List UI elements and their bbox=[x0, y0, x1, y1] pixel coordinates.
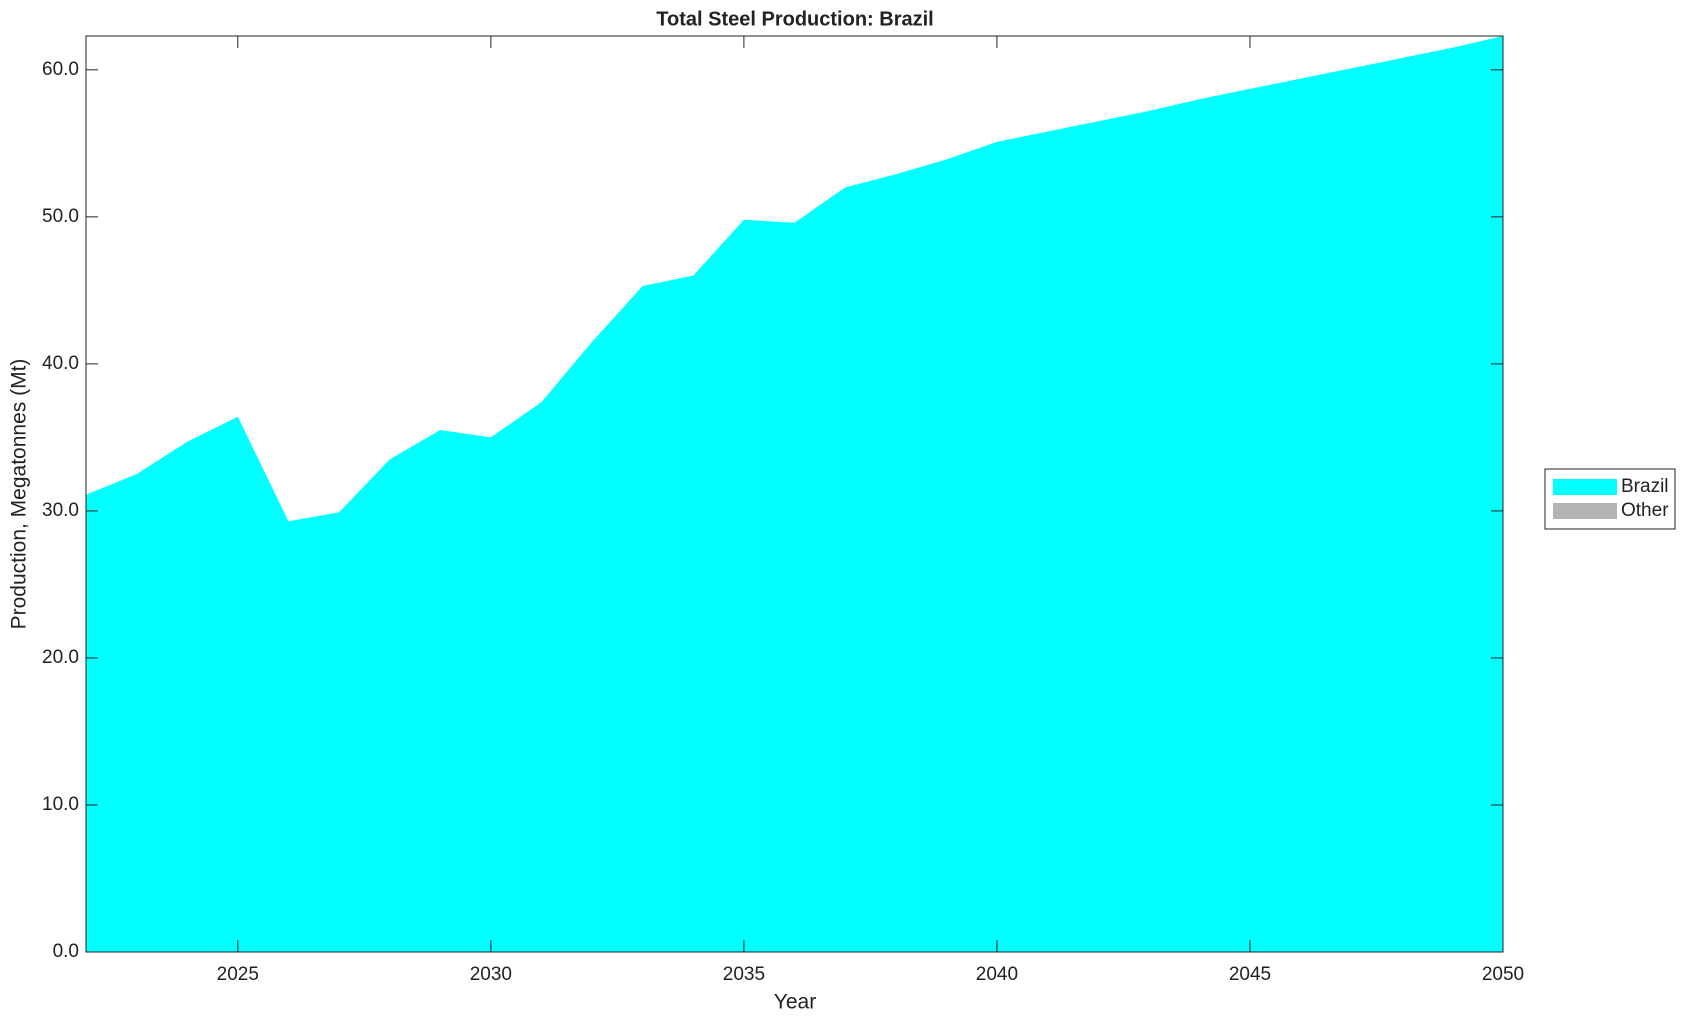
legend-label: Other bbox=[1621, 500, 1669, 521]
x-tick-label: 2025 bbox=[217, 964, 259, 985]
y-tick-label: 60.0 bbox=[42, 59, 79, 80]
y-tick-label: 20.0 bbox=[42, 647, 79, 668]
x-axis-label: Year bbox=[774, 991, 816, 1014]
x-tick-label: 2035 bbox=[723, 964, 765, 985]
plot-frame bbox=[85, 35, 1504, 953]
x-tick-label: 2050 bbox=[1482, 964, 1524, 985]
x-tick-label: 2045 bbox=[1229, 964, 1271, 985]
y-tick-label: 0.0 bbox=[53, 941, 79, 962]
legend-label: Brazil bbox=[1621, 476, 1669, 497]
y-tick-label: 10.0 bbox=[42, 794, 79, 815]
y-tick-label: 50.0 bbox=[42, 206, 79, 227]
y-tick-label: 30.0 bbox=[42, 500, 79, 521]
y-axis-label: Production, Megatonnes (Mt) bbox=[8, 359, 31, 630]
x-tick-label: 2030 bbox=[470, 964, 512, 985]
x-tick-label: 2040 bbox=[976, 964, 1018, 985]
chart-title: Total Steel Production: Brazil bbox=[656, 8, 933, 30]
y-tick-label: 40.0 bbox=[42, 353, 79, 374]
legend-swatch bbox=[1553, 503, 1617, 519]
area bbox=[86, 36, 1503, 952]
legend-swatch bbox=[1553, 479, 1617, 495]
